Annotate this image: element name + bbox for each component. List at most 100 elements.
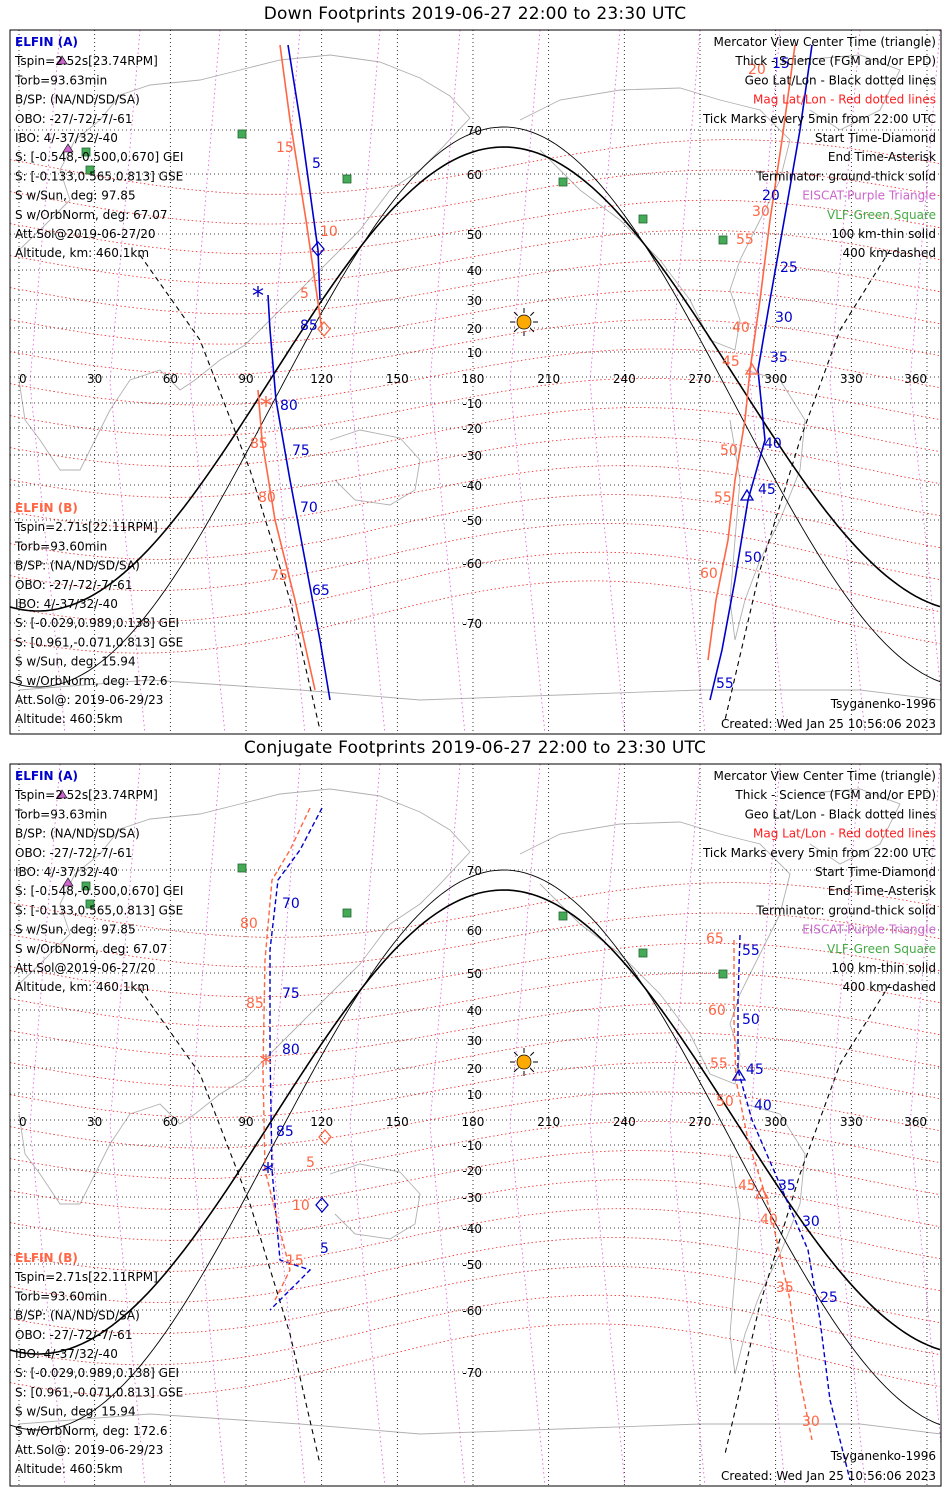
track-a-tick-label: 20 bbox=[762, 188, 780, 204]
center-triangle-b bbox=[744, 362, 760, 375]
legend-line: Geo Lat/Lon - Black dotted lines bbox=[745, 807, 936, 821]
track-b-tick-label: 55 bbox=[736, 232, 754, 248]
sun-icon bbox=[510, 1048, 538, 1076]
lat-tick-label: 60 bbox=[467, 168, 482, 182]
lat-tick-label: -60 bbox=[462, 1304, 482, 1318]
elfin-b-info-line: OBO: -27/-72/-7/-61 bbox=[15, 1328, 132, 1342]
mag-meridian-7 bbox=[589, 30, 626, 734]
mag-parallel-8 bbox=[10, 580, 941, 654]
mag-meridian-4 bbox=[349, 30, 386, 734]
track-b-tick-label: 75 bbox=[270, 568, 288, 584]
mag-parallel-0 bbox=[10, 348, 941, 406]
mag-parallel--4 bbox=[10, 972, 941, 1028]
track-a-tick-label: 65 bbox=[312, 583, 330, 599]
track-b-west bbox=[262, 807, 311, 1301]
end-asterisk-b: * bbox=[260, 392, 272, 420]
elfin-b-name: ELFIN (B) bbox=[15, 1251, 78, 1265]
lat-tick-label: 30 bbox=[467, 294, 482, 308]
lat-tick-label: 40 bbox=[467, 264, 482, 278]
track-b-tick-label: 55 bbox=[714, 490, 732, 506]
mag-meridian-6 bbox=[509, 30, 546, 734]
elfin-a-info-line: Tspin=2.52s[23.74RPM] bbox=[14, 788, 158, 802]
track-b-tick-label: 5 bbox=[306, 1155, 315, 1171]
terminator-400km-east bbox=[724, 249, 891, 721]
elfin-a-info-line: OBO: -27/-72/-7/-61 bbox=[15, 846, 132, 860]
legend-line: Tick Marks every 5min from 22:00 UTC bbox=[702, 846, 936, 860]
elfin-a-info-line: S w/Sun, deg: 97.85 bbox=[15, 923, 136, 937]
elfin-info: ELFIN (A) Tspin=2.52s[23.74RPM] Torb=93.63… bbox=[14, 35, 183, 726]
mag-meridian-3 bbox=[269, 30, 306, 734]
track-b-tick-label: 80 bbox=[258, 490, 276, 506]
mag-parallel--3 bbox=[10, 1002, 941, 1058]
eiscat-station-0 bbox=[62, 877, 74, 887]
lon-tick-label: 60 bbox=[163, 1115, 178, 1129]
legend-line: Terminator: ground-thick solid bbox=[755, 169, 936, 183]
elfin-a-info-line: OBO: -27/-72/-7/-61 bbox=[15, 112, 132, 126]
vlf-station-6 bbox=[718, 235, 728, 245]
vlf-station-3 bbox=[342, 174, 352, 184]
vlf-station-1 bbox=[81, 147, 91, 157]
track-a-west-north bbox=[287, 44, 321, 301]
mag-parallel--7 bbox=[10, 882, 941, 938]
lon-tick-label: 360 bbox=[904, 1115, 927, 1129]
elfin-b-info-line: S: [0.961,-0.071,0.813] GSE bbox=[15, 635, 183, 649]
coast-segment-4 bbox=[799, 788, 901, 865]
eiscat-station-1 bbox=[56, 789, 68, 799]
lon-tick-label: 240 bbox=[613, 372, 636, 386]
elfin-tracks: ** bbox=[260, 807, 851, 1481]
eiscat-station-0 bbox=[62, 143, 74, 153]
track-a-tick-label: 35 bbox=[770, 350, 788, 366]
mag-parallel--5 bbox=[10, 942, 941, 998]
lon-tick-label: 90 bbox=[238, 1115, 253, 1129]
track-a-west bbox=[269, 807, 323, 1311]
mag-parallel--7 bbox=[10, 139, 941, 195]
mag-parallel-1 bbox=[10, 1121, 941, 1179]
mag-grid bbox=[10, 882, 941, 1397]
legend-line: End Time-Asterisk bbox=[828, 150, 936, 164]
model-name: Tsyganenko-1996 bbox=[830, 697, 936, 711]
coast-segment-5 bbox=[18, 679, 941, 701]
track-tick-labels: 5 15 20 25 30 35 40 45 50 85 80 75 70 65 55 10 15 5 85 80 75… bbox=[250, 56, 798, 692]
legend-line: Terminator: ground-thick solid bbox=[755, 903, 936, 917]
track-b-west-north bbox=[279, 44, 323, 331]
track-a-tick-label: 55 bbox=[742, 943, 760, 959]
panel-title-down: Down Footprints 2019-06-27 22:00 to 23:3… bbox=[263, 4, 687, 24]
elfin-b-info-line: Altitude: 460.5km bbox=[15, 1462, 123, 1476]
axis-labels: 0 30 60 90 120 150 180 210 240 270 300 330 360 70 60 50… bbox=[19, 124, 927, 631]
mag-parallel--5 bbox=[10, 199, 941, 255]
track-b-tick-label: 85 bbox=[246, 996, 264, 1012]
mag-meridian-10 bbox=[829, 30, 866, 734]
mag-parallel-7 bbox=[10, 1294, 941, 1366]
end-asterisk-a: * bbox=[262, 1158, 274, 1186]
track-b-east bbox=[707, 44, 796, 661]
track-a-tick-label: 45 bbox=[746, 1062, 764, 1078]
mag-meridian-11 bbox=[909, 764, 941, 1449]
elfin-b-info-line: S w/OrbNorm, deg: 172.6 bbox=[15, 1424, 167, 1438]
track-b-tick-label: 85 bbox=[250, 436, 268, 452]
lat-tick-label: -40 bbox=[462, 479, 482, 493]
terminator-400km-west bbox=[139, 254, 321, 731]
lat-tick-label: -70 bbox=[462, 617, 482, 631]
vlf-station-5 bbox=[638, 948, 648, 958]
legend-line: VLF-Green Square bbox=[827, 208, 936, 222]
lon-tick-label: 210 bbox=[537, 1115, 560, 1129]
mag-parallel-4 bbox=[10, 465, 941, 529]
mag-parallel--1 bbox=[10, 1062, 941, 1118]
legend-line: Tick Marks every 5min from 22:00 UTC bbox=[702, 112, 936, 126]
elfin-b-info-line: IBO: 4/-37/32/-40 bbox=[15, 1347, 118, 1361]
eiscat-station-1 bbox=[56, 55, 68, 65]
vlf-station-4 bbox=[558, 911, 568, 921]
map-panel-down: **51520253035404550858075706555101558580… bbox=[9, 29, 942, 735]
track-a-tick-label: 25 bbox=[780, 260, 798, 276]
sun-icon bbox=[510, 308, 538, 336]
lat-tick-label: -50 bbox=[462, 1258, 482, 1272]
track-a-tick-label: 50 bbox=[744, 550, 762, 566]
elfin-b-info-line: B/SP: (NA/ND/SD/SA) bbox=[15, 559, 140, 573]
mag-parallel-2 bbox=[10, 1150, 941, 1210]
track-b-tick-label: 50 bbox=[716, 1094, 734, 1110]
track-a-tick-label: 25 bbox=[820, 1290, 838, 1306]
elfin-a-name: ELFIN (A) bbox=[15, 769, 78, 783]
map-area: **57075808555504540353025510158085656055… bbox=[10, 764, 941, 1486]
start-diamond-b bbox=[318, 1129, 332, 1145]
